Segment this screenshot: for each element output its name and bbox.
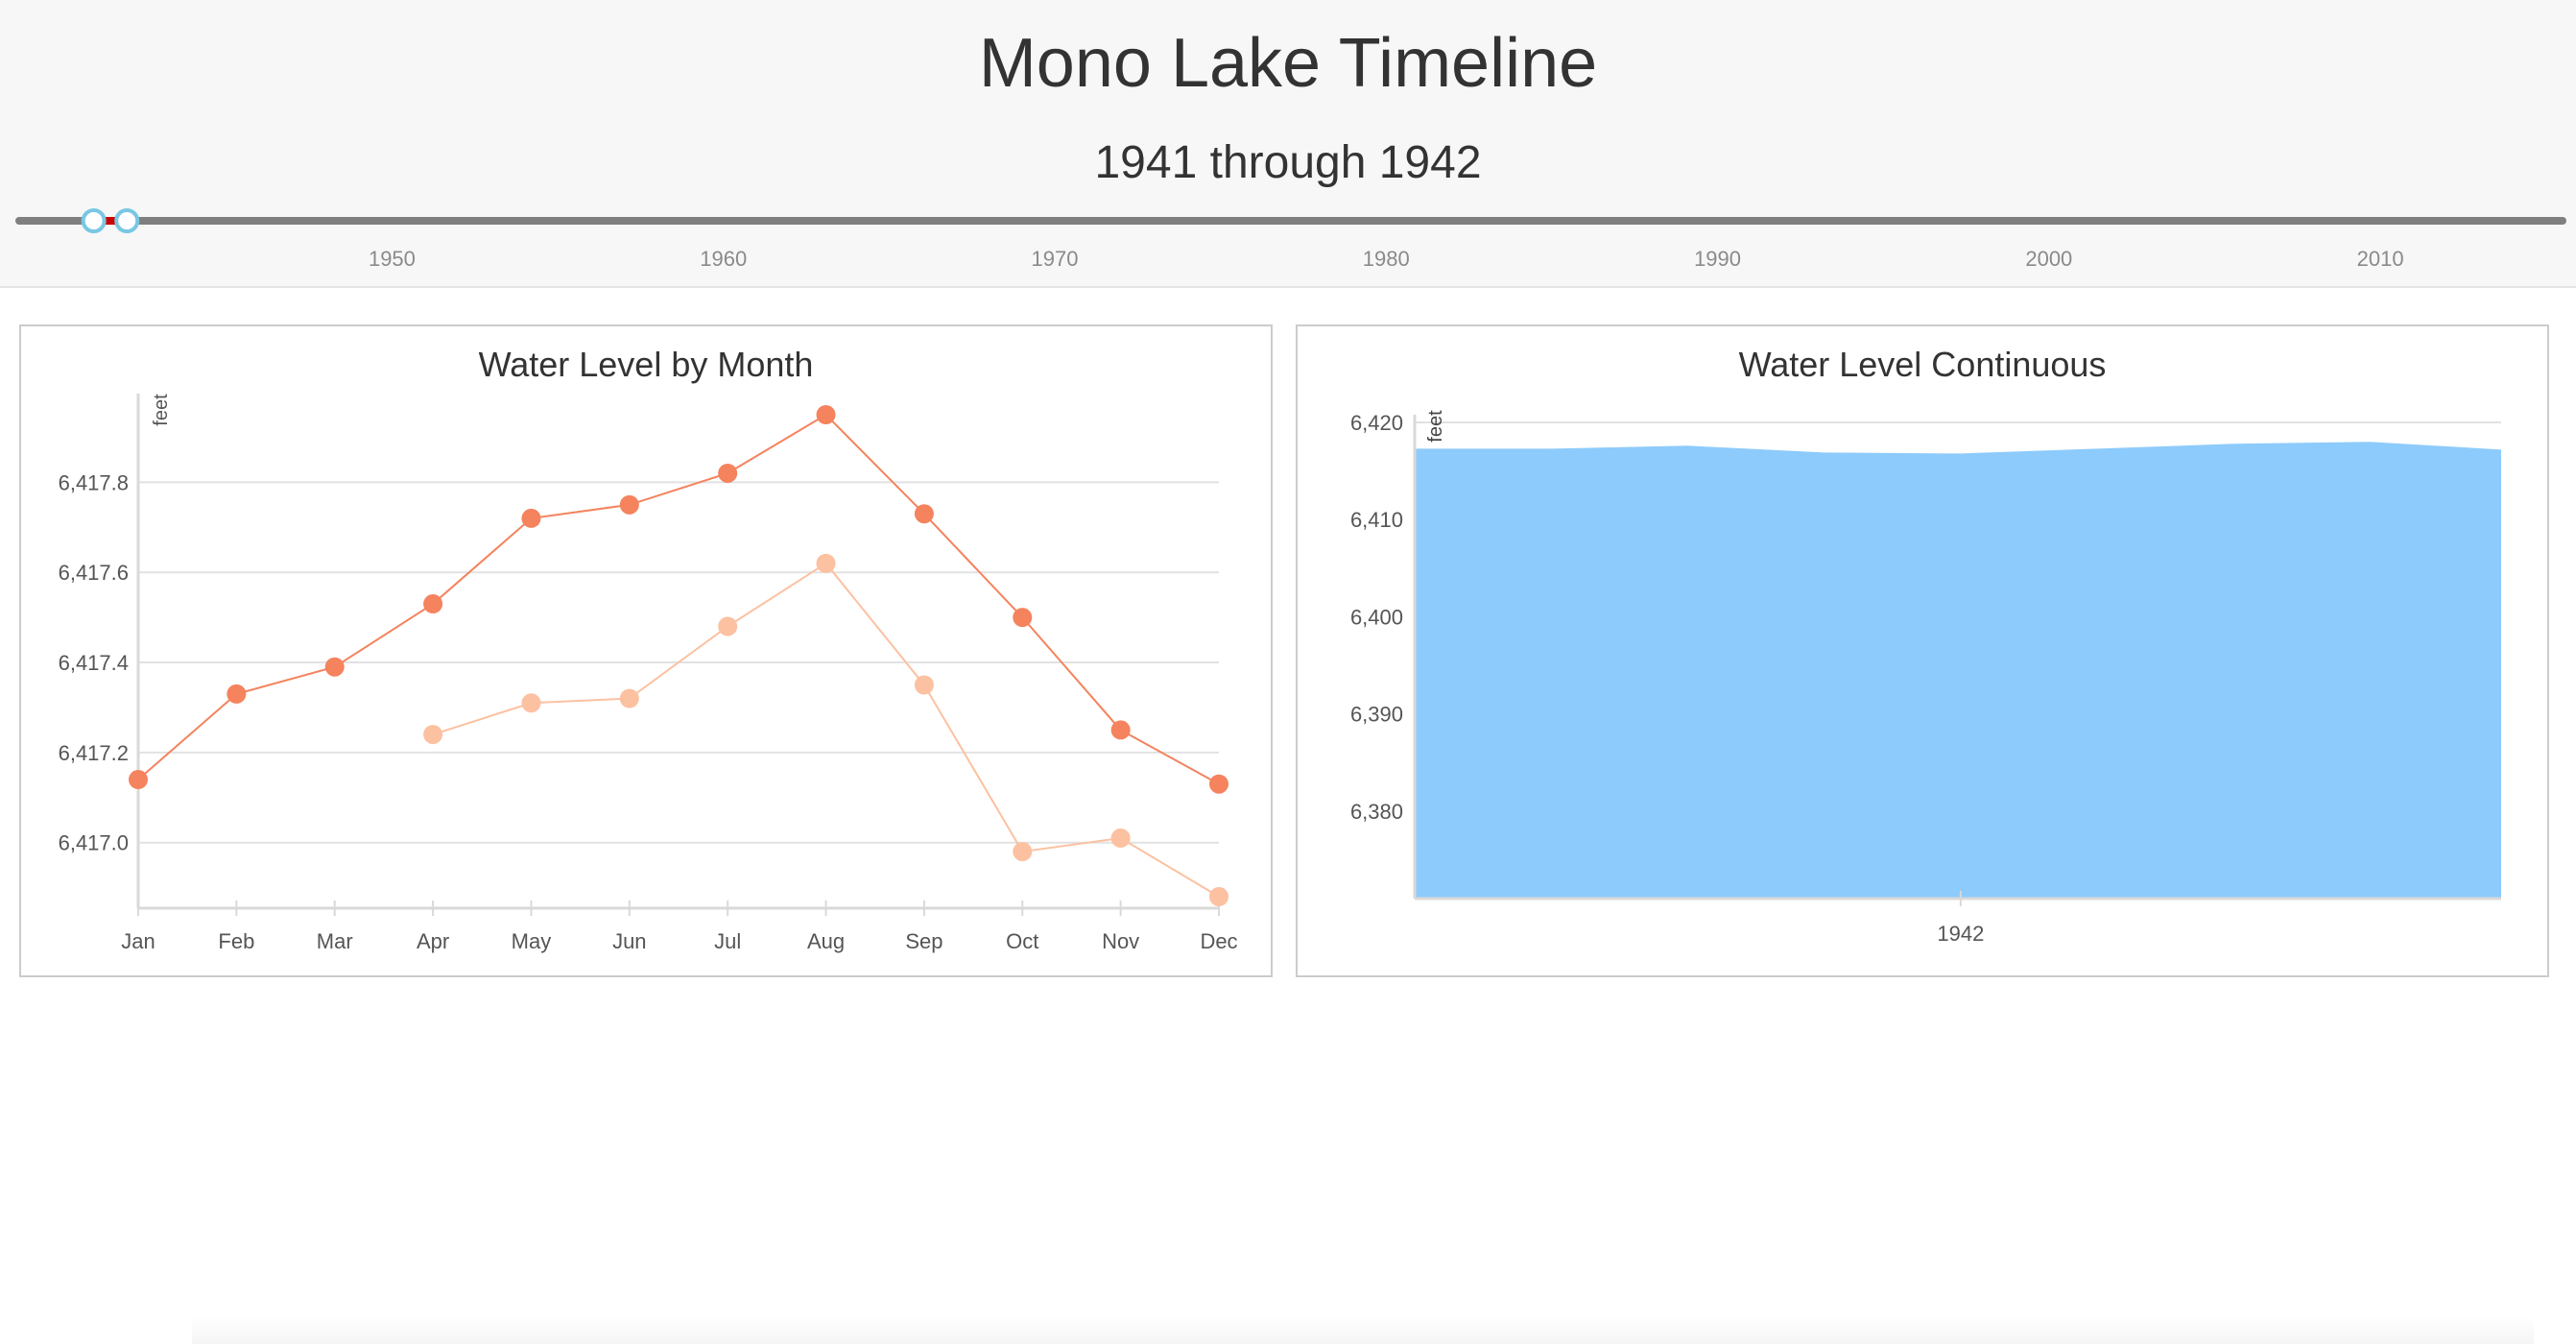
x-tick-label: Jun <box>612 929 646 953</box>
data-point <box>1110 828 1131 849</box>
y-axis-label: feet <box>1425 410 1446 443</box>
slider-tick-label: 1950 <box>369 247 416 271</box>
continuous-chart-title: Water Level Continuous <box>1738 345 2107 384</box>
y-tick-label: 6,420 <box>1350 411 1403 435</box>
monthly-chart-title: Water Level by Month <box>478 345 814 384</box>
slider-tick-label: 1960 <box>700 247 747 271</box>
series-line <box>137 413 1220 785</box>
x-tick-label: May <box>512 929 552 953</box>
x-tick-label: Apr <box>417 929 449 953</box>
data-point <box>1209 887 1228 906</box>
data-point <box>1209 774 1228 794</box>
slider-end-handle[interactable] <box>114 208 140 233</box>
y-tick-label: 6,390 <box>1350 703 1403 727</box>
continuous-area-chart: 6,380 6,390 6,400 6,410 6,420 feet 1942 <box>1350 410 2501 946</box>
slider-start-handle[interactable] <box>81 208 107 233</box>
monthly-chart-panel: Water Level by Month 6,417.0 6,417.2 6,417… <box>19 324 1273 977</box>
slider-tick-label: 2000 <box>2025 247 2072 271</box>
data-point <box>423 725 443 745</box>
x-tick-label: Aug <box>807 929 845 953</box>
slider-tick-label: 1980 <box>1363 247 1410 271</box>
page-bottom-shadow <box>192 1315 2534 1344</box>
y-axis-label: feet <box>151 394 172 426</box>
y-tick-label: 6,410 <box>1350 508 1403 532</box>
data-point <box>816 405 836 424</box>
data-point <box>521 508 541 528</box>
data-point <box>1013 608 1033 628</box>
header: Mono Lake Timeline 1941 through 1942 195… <box>0 0 2576 288</box>
y-tick-label: 6,380 <box>1350 800 1403 824</box>
data-point <box>619 688 639 708</box>
slider-tick-label: 1970 <box>1032 247 1079 271</box>
x-tick-label: Sep <box>905 929 942 953</box>
x-tick-label: Nov <box>1102 929 1139 953</box>
data-point <box>129 770 148 790</box>
data-point <box>914 675 934 695</box>
continuous-chart-panel: Water Level Continuous 6,380 6,390 6,400 6,… <box>1296 324 2549 977</box>
slider-tick-label: 1990 <box>1694 247 1741 271</box>
data-point <box>521 693 541 713</box>
y-tick-label: 6,417.8 <box>59 470 129 494</box>
data-point <box>1013 842 1033 862</box>
y-tick-label: 6,417.6 <box>59 561 129 585</box>
x-tick-label: Jul <box>714 929 741 953</box>
data-point <box>914 504 934 524</box>
data-point <box>227 684 247 704</box>
year-range-slider[interactable]: 1950 1960 1970 1980 1990 2000 2010 <box>0 192 2576 278</box>
x-tick-label: 1942 <box>1937 922 1984 946</box>
x-tick-label: Oct <box>1006 929 1038 953</box>
data-point <box>1110 720 1131 740</box>
monthly-line-chart: 6,417.0 6,417.2 6,417.4 6,417.6 6,417.8 feet J… <box>59 394 1238 953</box>
slider-tick-label: 2010 <box>2357 247 2404 271</box>
series-line <box>432 562 1220 898</box>
date-range-subtitle: 1941 through 1942 <box>1094 137 1482 188</box>
water-level-area <box>1415 442 2501 899</box>
x-tick-label: Feb <box>218 929 254 953</box>
y-tick-label: 6,400 <box>1350 605 1403 629</box>
x-tick-label: Mar <box>317 929 353 953</box>
page-title: Mono Lake Timeline <box>978 25 1598 102</box>
y-tick-label: 6,417.4 <box>59 651 129 675</box>
y-tick-label: 6,417.2 <box>59 741 129 765</box>
data-point <box>816 553 836 573</box>
x-tick-label: Dec <box>1200 929 1237 953</box>
y-tick-label: 6,417.0 <box>59 831 129 855</box>
data-point <box>619 494 639 515</box>
data-point <box>324 657 345 677</box>
data-point <box>718 463 738 483</box>
data-point <box>718 616 738 636</box>
data-point <box>423 594 443 614</box>
x-tick-label: Jan <box>121 929 155 953</box>
